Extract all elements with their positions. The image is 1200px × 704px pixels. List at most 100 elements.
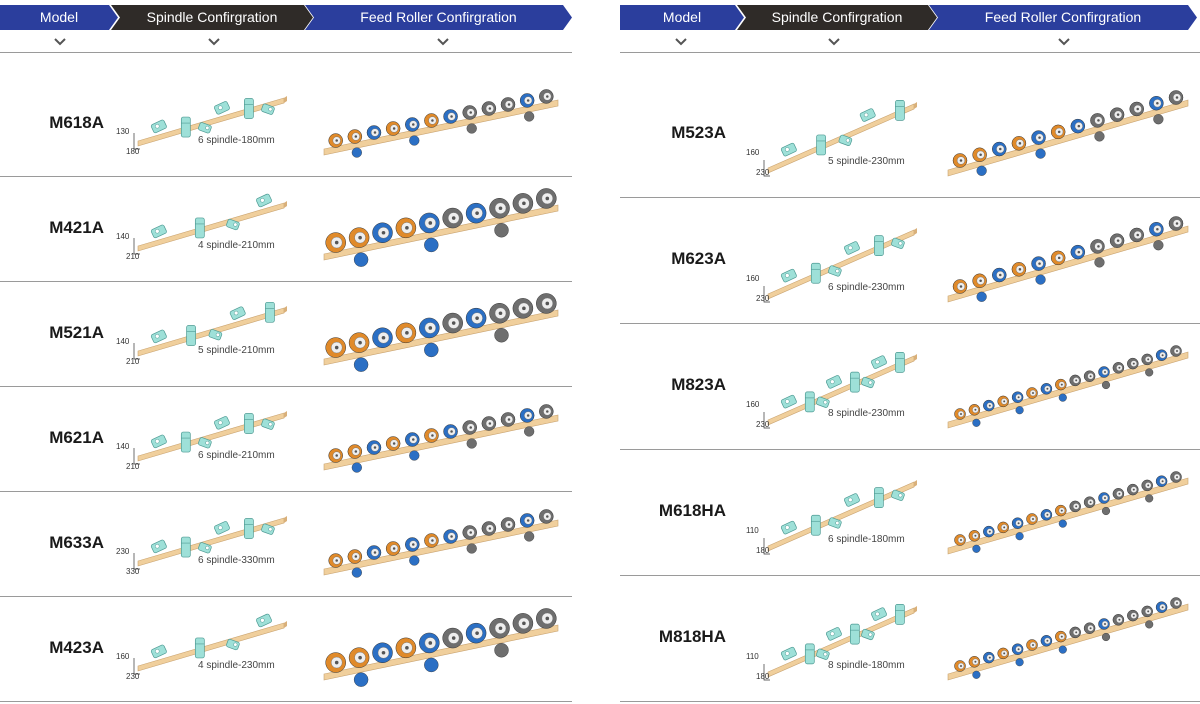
spindle-unit (214, 416, 230, 430)
bottom-roller (1101, 632, 1111, 642)
bottom-roller (972, 670, 981, 679)
spindle-unit (244, 518, 254, 539)
feed-roller (347, 549, 363, 564)
spindle-label: 8 spindle-230mm (828, 408, 905, 419)
bottom-roller (494, 643, 509, 658)
feed-roller (1055, 378, 1067, 391)
chevron-down-icon[interactable] (207, 35, 221, 49)
feed-roller (1098, 492, 1110, 504)
feed-roller (328, 553, 343, 568)
feed-roller (1090, 239, 1105, 254)
chevron-down-icon[interactable] (436, 35, 450, 49)
feed-roller (481, 521, 497, 536)
feed-roller (328, 448, 343, 463)
row-divider (0, 596, 572, 597)
spindle-unit (780, 394, 797, 409)
spindle-unit (780, 268, 797, 283)
spindle-unit (849, 371, 860, 393)
feed-roller (1070, 118, 1086, 134)
spindle-unit (844, 493, 860, 507)
feed-roller (481, 101, 497, 116)
spindle-label: 6 spindle-230mm (828, 282, 905, 293)
spindle-unit (256, 193, 272, 208)
spindle-unit (180, 116, 191, 138)
chevron-down-icon[interactable] (827, 35, 841, 49)
feed-roller (1170, 597, 1182, 609)
spindle-label: 5 spindle-230mm (828, 156, 905, 167)
feed-roller (348, 227, 370, 248)
spindle-unit (816, 648, 830, 660)
feed-roller (536, 188, 557, 209)
spindle-unit (198, 122, 212, 134)
row-divider (0, 176, 572, 177)
feed-roller (443, 109, 458, 124)
bottom-roller (353, 672, 369, 687)
beam-end (284, 306, 287, 313)
feed-roller (1170, 345, 1182, 357)
board (323, 414, 559, 471)
feed-roller (1127, 357, 1139, 370)
spindle-diagram (763, 228, 917, 303)
feed-roller (1031, 130, 1046, 145)
feed-roller (1011, 136, 1027, 151)
spindle-unit (194, 217, 205, 239)
spindle-unit (198, 542, 212, 554)
feed-roller (395, 637, 417, 659)
feed-roller (1170, 471, 1182, 483)
spindle-unit (261, 523, 275, 535)
bottom-roller (351, 567, 362, 578)
left-table: Model Spindle Confirgration Feed Roller … (0, 0, 572, 704)
feed-roller (972, 147, 987, 163)
chevron-down-icon[interactable] (53, 35, 67, 49)
spindle-unit (871, 355, 887, 369)
header-model: Model (620, 5, 744, 30)
row-divider (620, 197, 1200, 198)
beam-end (914, 102, 917, 109)
row-divider (620, 575, 1200, 576)
dimension-width: 180 (756, 672, 770, 681)
chevron-down-icon[interactable] (1057, 35, 1071, 49)
spindle-unit (810, 514, 821, 536)
spindle-unit (874, 235, 884, 256)
feed-roller (512, 298, 534, 319)
feed-roller (1168, 90, 1184, 105)
spindle-unit (208, 329, 223, 341)
dimension-bracket (763, 664, 770, 681)
feed-roller (519, 513, 535, 528)
feed-roller (972, 273, 987, 289)
feed-roller (419, 632, 440, 654)
header-spindle: Spindle Confirgration (737, 5, 937, 30)
spindle-label: 6 spindle-180mm (828, 534, 905, 545)
feed-roller (1149, 95, 1164, 111)
row-divider (0, 491, 572, 492)
table-row: M818HA 110 180 8 spindle-180mm (620, 576, 1200, 702)
table-row: M618HA 110 180 6 spindle-180mm (620, 450, 1200, 576)
feed-roller (347, 444, 363, 459)
feed-roller (385, 541, 401, 556)
model-name: M633A (49, 532, 104, 552)
header-feed-label: Feed Roller Confirgration (984, 9, 1142, 25)
model-name: M618A (49, 112, 104, 132)
feed-roller (983, 525, 995, 538)
feed-roller (1069, 374, 1081, 387)
feed-roller-diagram (323, 188, 559, 267)
spindle-unit (810, 262, 821, 284)
dimension-bracket (763, 160, 770, 177)
chevron-down-icon[interactable] (674, 35, 688, 49)
spindle-unit (256, 613, 272, 628)
feed-roller (1090, 113, 1105, 128)
feed-roller (536, 608, 557, 629)
bottom-roller (976, 165, 987, 176)
bottom-roller (1153, 240, 1164, 251)
bottom-roller (466, 123, 477, 134)
bottom-roller (1058, 393, 1067, 402)
dimension-width: 180 (126, 147, 140, 156)
header-model-label: Model (662, 9, 702, 25)
feed-roller (419, 212, 440, 234)
table-row: M623A 160 230 6 spindle-230mm (620, 198, 1200, 324)
feed-roller (1141, 353, 1153, 366)
feed-roller (443, 529, 458, 544)
feed-roller-diagram (323, 404, 559, 473)
spindle-unit (861, 628, 875, 641)
feed-roller (419, 317, 440, 339)
